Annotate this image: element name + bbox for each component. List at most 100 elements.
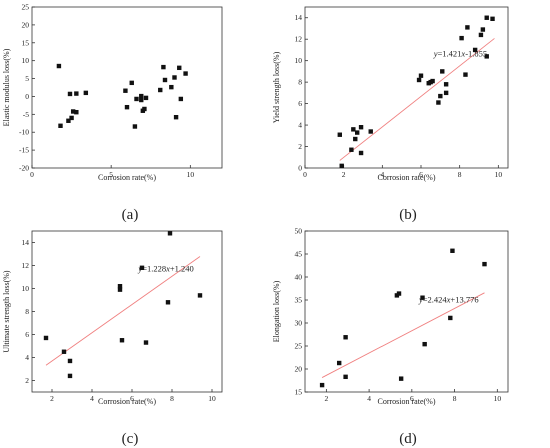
data-point	[358, 150, 364, 156]
data-point	[482, 261, 487, 267]
data-point	[343, 335, 348, 340]
y-tick-label: 5	[25, 74, 29, 83]
data-point	[484, 54, 489, 59]
data-point	[343, 374, 348, 380]
y-tick-label: 8	[25, 307, 29, 316]
x-tick-label: 8	[170, 394, 174, 403]
y-tick-label: 0	[298, 164, 302, 173]
y-tick-label: 15	[22, 38, 30, 47]
data-point	[440, 69, 445, 74]
data-point	[161, 64, 166, 70]
data-point	[139, 93, 144, 99]
data-point	[430, 78, 435, 84]
y-tick-label: 35	[295, 296, 303, 305]
data-point	[139, 97, 144, 103]
data-point	[69, 115, 74, 121]
y-tick-label: 12	[22, 261, 30, 270]
fit-equation: y=2.424x+13.776	[418, 294, 479, 304]
equation-part: +13.776	[450, 294, 478, 304]
y-axis-label: Elastic modulus loss(%)	[2, 48, 11, 126]
y-tick-label: 50	[295, 227, 303, 236]
data-point	[349, 147, 354, 152]
data-point	[416, 77, 422, 83]
data-point	[43, 335, 49, 341]
data-point	[463, 72, 468, 77]
x-tick-label: 2	[50, 394, 54, 403]
data-point	[450, 248, 455, 253]
y-tick-label: 10	[22, 284, 30, 293]
y-tick-label: 12	[295, 35, 303, 44]
data-point	[124, 104, 130, 110]
y-tick-label: 10	[22, 56, 30, 65]
data-point	[398, 376, 404, 381]
y-tick-label: -20	[19, 164, 29, 173]
x-tick-label: 4	[90, 394, 94, 403]
equation-part: =1.421	[437, 48, 461, 58]
data-point	[337, 132, 342, 137]
data-point	[484, 15, 489, 20]
data-point	[422, 341, 427, 347]
y-tick-label: 6	[298, 99, 302, 108]
x-tick-label: 5	[109, 170, 113, 179]
data-point	[132, 124, 138, 129]
y-tick-label: 45	[295, 250, 303, 259]
x-tick-label: 10	[208, 394, 216, 403]
equation-part: x	[460, 48, 465, 58]
panel-label-a: (a)	[122, 207, 139, 223]
data-point	[396, 291, 402, 296]
y-tick-label: 14	[295, 13, 303, 22]
data-point	[134, 96, 139, 102]
x-tick-label: 10	[495, 170, 503, 179]
x-tick-label: 4	[380, 170, 384, 179]
x-axis-label: Corrosion rate(%)	[378, 397, 436, 406]
y-tick-label: 25	[22, 3, 30, 12]
data-point	[67, 373, 73, 379]
panel-label-d: (d)	[399, 431, 417, 447]
y-tick-label: 14	[22, 238, 30, 247]
chart-3: 2 4 6 8 10 15 20 25 30 35 40 45 50 Corrosion rate(%) E…	[272, 227, 509, 406]
data-point	[420, 295, 425, 300]
data-point	[358, 125, 364, 130]
x-tick-label: 0	[30, 170, 34, 179]
x-tick-label: 6	[410, 394, 414, 403]
data-point	[165, 300, 171, 305]
fit-line	[321, 292, 485, 378]
data-point	[448, 315, 453, 321]
x-tick-label: 2	[342, 170, 346, 179]
data-point	[336, 360, 342, 366]
data-point	[172, 75, 177, 80]
y-tick-label: 20	[22, 20, 30, 29]
data-point	[83, 90, 89, 96]
y-axis-label: Elongation loss(%)	[272, 280, 281, 342]
data-point	[117, 284, 123, 289]
data-point	[197, 293, 203, 298]
y-tick-label: -5	[23, 110, 29, 119]
data-point	[353, 136, 358, 142]
data-point	[418, 73, 424, 78]
x-tick-label: 0	[303, 170, 307, 179]
data-point	[123, 88, 128, 93]
equation-part: y	[433, 48, 438, 58]
y-tick-label: -15	[19, 146, 29, 155]
equation-part: =1.228	[142, 263, 166, 273]
x-tick-label: 4	[367, 394, 371, 403]
y-tick-label: 6	[25, 330, 29, 339]
fit-equation: y=1.228x+1.240	[137, 263, 193, 273]
data-point	[459, 35, 464, 41]
x-axis-label: Corrosion rate(%)	[378, 173, 436, 182]
y-tick-label: 0	[25, 92, 29, 101]
plot-frame	[304, 6, 509, 169]
data-point	[61, 349, 67, 354]
data-point	[67, 358, 73, 364]
equation-part: +1.240	[170, 263, 194, 273]
fit-line	[45, 256, 201, 366]
data-point	[117, 287, 123, 292]
equation-part: =2.424	[423, 294, 448, 304]
data-point	[173, 114, 179, 120]
data-point	[319, 382, 325, 388]
x-axis-label: Corrosion rate(%)	[98, 173, 156, 182]
chart-0: 0 5 10 -20 -15 -10 -5 0 5 10 15 20 25 Corrosion rate(…	[2, 3, 223, 182]
data-point	[162, 77, 168, 83]
panel-label-c: (c)	[122, 431, 139, 447]
